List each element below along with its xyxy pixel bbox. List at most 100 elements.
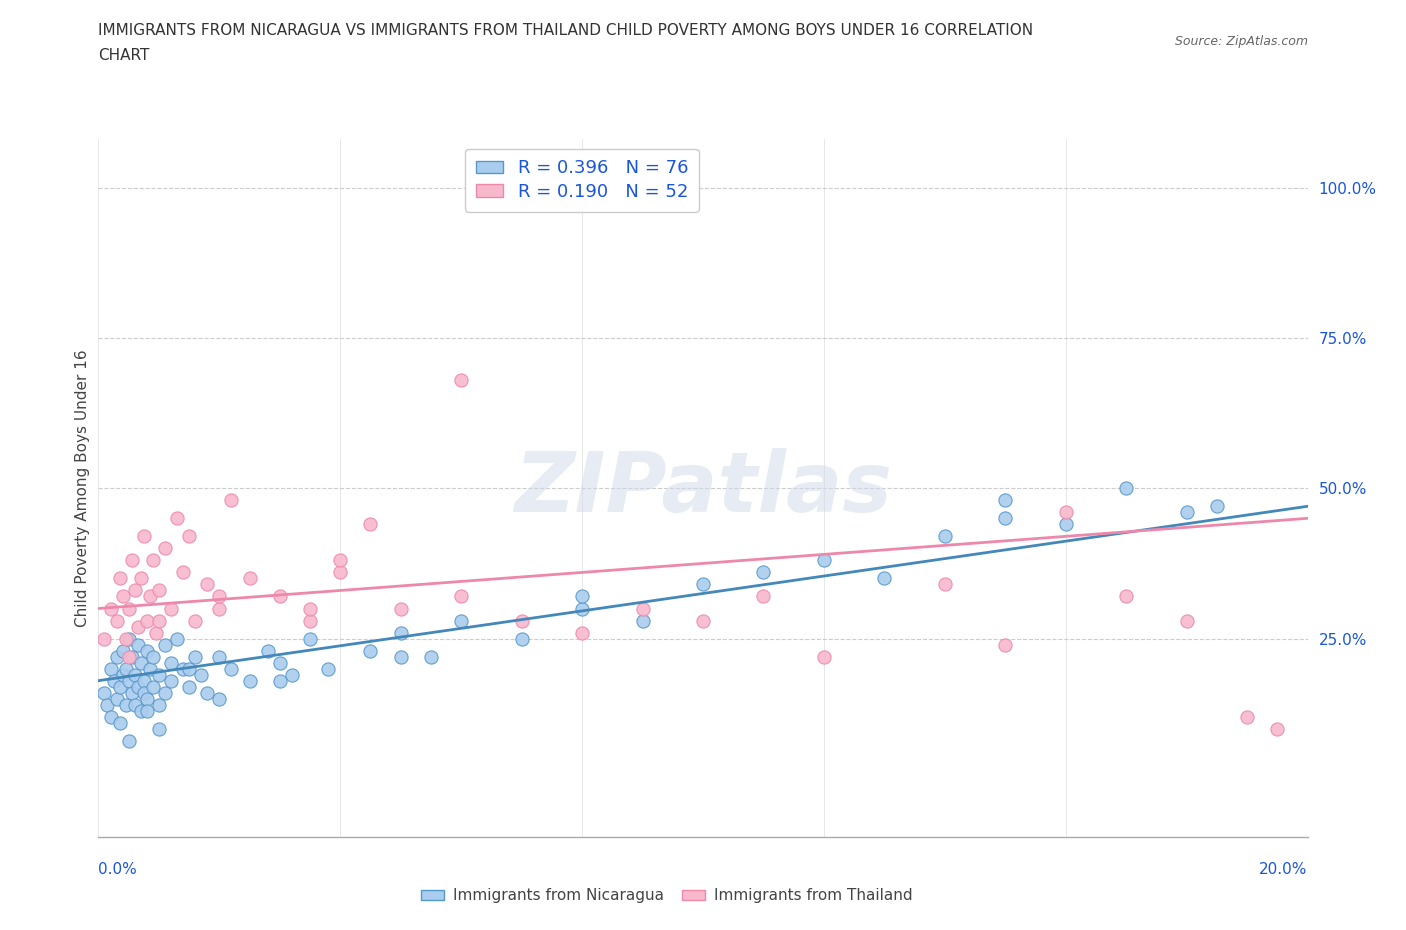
Point [299,631,322,646]
Point [221,493,243,508]
Point [103,673,125,688]
Point [135,703,157,718]
Point [184,649,207,664]
Point [221,661,243,676]
Point [118,734,141,749]
Point [124,698,146,712]
Point [160,673,183,688]
Point [299,613,322,628]
Point [111,644,134,658]
Legend: Immigrants from Nicaragua, Immigrants from Thailand: Immigrants from Nicaragua, Immigrants fr… [415,883,920,910]
Point [160,601,183,616]
Text: IMMIGRANTS FROM NICARAGUA VS IMMIGRANTS FROM THAILAND CHILD POVERTY AMONG BOYS U: IMMIGRANTS FROM NICARAGUA VS IMMIGRANTS … [98,23,1033,38]
Point [172,565,194,580]
Point [752,589,775,604]
Point [153,637,176,652]
Point [1175,613,1198,628]
Point [571,625,593,640]
Point [571,601,593,616]
Point [153,541,176,556]
Point [631,613,654,628]
Point [179,529,201,544]
Point [631,601,654,616]
Point [100,661,122,676]
Point [139,661,162,676]
Point [1054,505,1077,520]
Point [934,529,956,544]
Point [239,571,262,586]
Point [100,601,122,616]
Text: 20.0%: 20.0% [1260,862,1308,877]
Point [166,631,188,646]
Point [269,655,291,670]
Point [510,613,533,628]
Point [1115,481,1137,496]
Point [127,637,149,652]
Point [994,493,1017,508]
Point [1206,498,1229,513]
Point [329,565,352,580]
Point [142,679,165,694]
Point [1175,505,1198,520]
Point [994,511,1017,525]
Point [571,589,593,604]
Point [389,625,412,640]
Point [510,631,533,646]
Text: CHART: CHART [98,48,150,63]
Point [813,649,835,664]
Point [145,625,167,640]
Point [114,661,136,676]
Point [934,577,956,591]
Y-axis label: Child Poverty Among Boys Under 16: Child Poverty Among Boys Under 16 [75,350,90,627]
Point [114,698,136,712]
Point [148,667,170,682]
Point [118,649,141,664]
Text: 0.0%: 0.0% [98,862,138,877]
Point [692,613,714,628]
Point [129,571,152,586]
Point [93,685,115,700]
Point [111,589,134,604]
Point [135,613,157,628]
Point [118,601,141,616]
Point [108,571,131,586]
Point [105,649,128,664]
Point [269,589,291,604]
Point [132,529,155,544]
Point [450,613,472,628]
Point [873,571,896,586]
Point [389,601,412,616]
Point [179,661,201,676]
Point [148,722,170,737]
Point [389,649,412,664]
Point [108,715,131,730]
Point [118,631,141,646]
Point [1054,517,1077,532]
Point [166,511,188,525]
Point [172,661,194,676]
Point [692,577,714,591]
Point [420,649,443,664]
Point [148,613,170,628]
Point [450,589,472,604]
Point [190,667,212,682]
Point [208,601,231,616]
Point [752,565,775,580]
Point [208,649,231,664]
Point [118,673,141,688]
Point [121,685,143,700]
Point [142,553,165,568]
Text: Source: ZipAtlas.com: Source: ZipAtlas.com [1174,35,1308,48]
Point [93,631,115,646]
Point [153,685,176,700]
Point [208,691,231,706]
Point [360,517,382,532]
Point [135,644,157,658]
Point [121,649,143,664]
Point [100,710,122,724]
Point [1236,710,1258,724]
Point [96,698,118,712]
Point [135,691,157,706]
Point [994,637,1017,652]
Point [195,577,218,591]
